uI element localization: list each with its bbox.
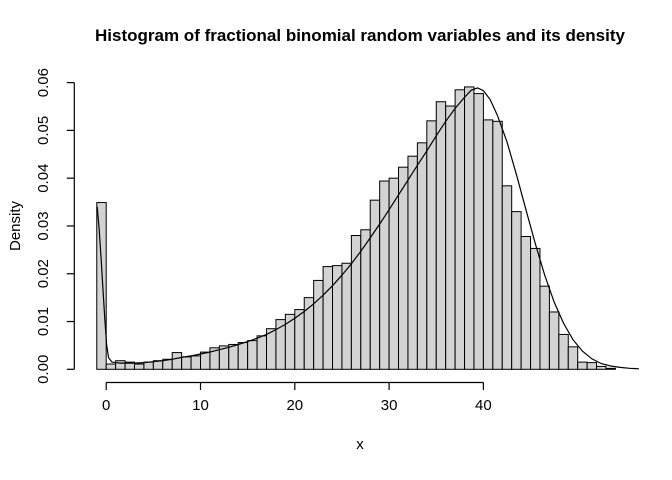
- x-axis-title: x: [356, 436, 364, 453]
- histogram-bar: [200, 351, 211, 370]
- density-curve: [96, 87, 640, 370]
- histogram-bar: [350, 235, 362, 370]
- histogram-bar: [115, 360, 126, 370]
- histogram-bar: [171, 352, 183, 370]
- histogram-bar: [341, 262, 352, 370]
- histogram-bar: [492, 120, 503, 370]
- histogram-bar: [464, 86, 475, 370]
- histogram-bar: [586, 362, 598, 370]
- y-tick-label: 0.03: [35, 211, 52, 240]
- histogram-bar: [398, 166, 409, 370]
- histogram-bar: [237, 342, 249, 370]
- x-tick-label: 10: [192, 397, 209, 414]
- histogram-bar: [190, 355, 202, 370]
- y-tick-label: 0.05: [35, 116, 52, 145]
- histogram-bar: [435, 101, 447, 370]
- y-tick-label: 0.06: [35, 68, 52, 97]
- histogram-bar: [445, 105, 456, 370]
- histogram-bar: [360, 229, 371, 370]
- x-tick-label: 0: [102, 397, 110, 414]
- histogram-bar: [133, 363, 145, 370]
- histogram-bar: [558, 333, 569, 370]
- histogram-bar: [313, 279, 324, 370]
- histogram-bar: [96, 202, 107, 370]
- histogram-bar: [567, 346, 579, 370]
- histogram-bar: [416, 142, 428, 370]
- histogram-bar: [426, 120, 437, 370]
- x-axis: 0 10 20 30 40: [102, 381, 492, 414]
- histogram-bars: [96, 86, 616, 370]
- histogram-bar: [322, 266, 334, 370]
- histogram-bar: [379, 180, 390, 370]
- plot-title: Histogram of fractional binomial random …: [95, 26, 625, 45]
- histogram-bar: [596, 365, 607, 370]
- x-tick-label: 40: [475, 397, 492, 414]
- histogram-bar: [530, 247, 541, 370]
- y-tick-label: 0.01: [35, 307, 52, 336]
- y-tick-label: 0.04: [35, 164, 52, 193]
- histogram-bar: [284, 313, 296, 370]
- histogram-bar: [407, 155, 418, 370]
- histogram-bar: [605, 367, 616, 370]
- histogram-bar: [548, 311, 560, 370]
- histogram-bar: [105, 363, 117, 370]
- histogram-bar: [266, 328, 277, 370]
- histogram-bar: [256, 335, 268, 370]
- histogram-bar: [520, 235, 532, 370]
- histogram-bar: [511, 211, 522, 370]
- y-tick-label: 0.00: [35, 355, 52, 384]
- histogram-bar: [247, 340, 258, 370]
- histogram-bar: [228, 343, 239, 370]
- x-tick-label: 30: [381, 397, 398, 414]
- histogram-bar: [482, 119, 494, 370]
- histogram-bar: [294, 309, 305, 370]
- y-axis: 0.00 0.01 0.02 0.03 0.04 0.05 0.06: [35, 68, 75, 384]
- histogram-bar: [143, 361, 154, 370]
- histogram-bar: [181, 356, 192, 370]
- x-tick-label: 20: [286, 397, 303, 414]
- y-tick-label: 0.02: [35, 259, 52, 288]
- histogram-bar: [454, 89, 466, 370]
- histogram-bar: [577, 361, 588, 370]
- histogram-bar: [539, 285, 550, 370]
- histogram-bar: [473, 93, 484, 370]
- y-axis-title: Density: [7, 200, 24, 251]
- histogram-bar: [501, 185, 513, 370]
